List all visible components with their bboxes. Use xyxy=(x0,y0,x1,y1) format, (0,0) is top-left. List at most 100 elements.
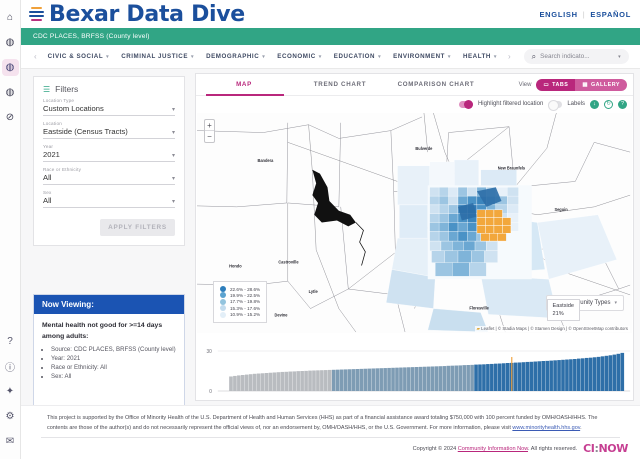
chart-bar[interactable] xyxy=(387,367,391,391)
chart-bar[interactable] xyxy=(403,367,407,391)
chart-bar[interactable] xyxy=(577,358,581,391)
chart-bar[interactable] xyxy=(537,361,542,391)
home-icon[interactable]: ⌂ xyxy=(6,12,14,23)
chart-bar[interactable] xyxy=(569,359,573,391)
chart-bar[interactable] xyxy=(482,364,486,391)
map-canvas[interactable]: Bandera Bulverde New Braunfels Hondo Cas… xyxy=(197,113,632,333)
settings-icon[interactable]: ⚙ xyxy=(5,411,15,422)
tab-map[interactable]: MAP xyxy=(236,81,252,88)
chart-bar[interactable] xyxy=(596,356,601,391)
chart-bar[interactable] xyxy=(422,366,427,391)
chart-bar[interactable] xyxy=(426,366,431,391)
filter-location[interactable]: Location Eastside (Census Tracts) ▾ xyxy=(34,121,184,139)
chart-bar[interactable] xyxy=(505,363,510,391)
lang-espanol[interactable]: ESPAÑOL xyxy=(590,9,631,19)
chart-bar[interactable] xyxy=(312,370,316,391)
chart-bar[interactable] xyxy=(604,355,609,391)
filter-year[interactable]: Year 2021 ▾ xyxy=(34,144,184,162)
filter-sex[interactable]: Sex All ▾ xyxy=(34,190,184,208)
chart-bar[interactable] xyxy=(379,368,383,391)
explore-indicator-icon[interactable]: ◍ xyxy=(1,59,19,76)
tab-trend-chart[interactable]: TREND CHART xyxy=(313,81,367,88)
chart-bar[interactable] xyxy=(529,361,534,391)
chart-bar[interactable] xyxy=(252,373,257,391)
chart-bar[interactable] xyxy=(327,369,332,391)
chart-bar[interactable] xyxy=(458,365,463,391)
chart-bar[interactable] xyxy=(438,366,443,391)
download-icon[interactable]: ↓ xyxy=(590,99,599,109)
view-option-tabs[interactable]: ▭ TABS xyxy=(536,78,576,91)
chart-bar[interactable] xyxy=(244,374,249,391)
chart-bar[interactable] xyxy=(276,372,281,391)
chart-bar[interactable] xyxy=(573,359,577,391)
filter-select[interactable]: All ▾ xyxy=(43,195,175,208)
search-location-icon[interactable]: ◍ xyxy=(5,37,15,48)
chart-bar[interactable] xyxy=(363,368,368,391)
chart-bar[interactable] xyxy=(331,369,336,391)
chart-bar[interactable] xyxy=(296,371,300,391)
chart-bar[interactable] xyxy=(557,360,561,391)
chart-bar[interactable] xyxy=(347,369,352,391)
chart-bar[interactable] xyxy=(462,365,466,391)
tab-comparison-chart[interactable]: COMPARISON CHART xyxy=(397,81,475,88)
chart-bar[interactable] xyxy=(450,365,455,391)
chart-bar[interactable] xyxy=(260,373,265,391)
chart-bar[interactable] xyxy=(410,367,415,391)
nav-item-criminal-justice[interactable]: CRIMINAL JUSTICE ▾ xyxy=(115,53,200,60)
chart-bar[interactable] xyxy=(237,375,241,391)
chart-bar[interactable] xyxy=(280,371,285,391)
chart-bar[interactable] xyxy=(501,363,506,391)
chart-bar[interactable] xyxy=(434,366,439,391)
highlight-filtered-location-toggle[interactable] xyxy=(458,99,473,109)
chart-bar[interactable] xyxy=(493,363,498,391)
chart-bar[interactable] xyxy=(355,369,360,391)
chart-bar[interactable] xyxy=(371,368,376,391)
chart-bar[interactable] xyxy=(521,362,526,391)
chart-bar[interactable] xyxy=(497,363,502,391)
chart-bar[interactable] xyxy=(264,373,269,391)
nav-item-education[interactable]: EDUCATION ▾ xyxy=(328,53,387,60)
chart-bar[interactable] xyxy=(490,363,494,391)
cinow-link[interactable]: Community Information Now xyxy=(457,445,528,452)
chart-bar[interactable] xyxy=(446,365,451,391)
chart-bar[interactable] xyxy=(292,371,297,391)
chart-bar[interactable] xyxy=(418,366,423,391)
chart-bar[interactable] xyxy=(383,368,387,391)
chart-bar[interactable] xyxy=(430,366,435,391)
chart-bar[interactable] xyxy=(351,369,356,391)
filter-select[interactable]: 2021 ▾ xyxy=(43,149,175,162)
chart-bar[interactable] xyxy=(300,371,304,391)
help-icon[interactable]: ? xyxy=(7,336,13,347)
chart-bar[interactable] xyxy=(304,370,308,391)
chart-bar[interactable] xyxy=(620,352,625,391)
pin-icon[interactable]: ✦ xyxy=(5,386,15,397)
nav-item-demographic[interactable]: DEMOGRAPHIC ▾ xyxy=(200,53,271,60)
chart-bar[interactable] xyxy=(320,370,324,391)
chart-bar[interactable] xyxy=(272,372,277,391)
chart-bar[interactable] xyxy=(533,361,538,391)
labels-toggle[interactable] xyxy=(548,99,563,111)
view-option-gallery[interactable]: ▦ GALLERY xyxy=(575,78,627,91)
info-icon[interactable]: ⓘ xyxy=(5,363,15,374)
zoom-in-button[interactable]: + xyxy=(205,120,214,131)
help-circle-icon[interactable]: ? xyxy=(618,99,627,109)
chart-bar[interactable] xyxy=(565,359,569,391)
chart-bar[interactable] xyxy=(395,367,399,391)
chart-bar[interactable] xyxy=(541,361,546,391)
filter-select[interactable]: All ▾ xyxy=(43,172,175,185)
filter-location-type[interactable]: Location Type Custom Locations ▾ xyxy=(34,98,184,116)
chart-bar[interactable] xyxy=(343,369,348,391)
chart-bar[interactable] xyxy=(588,357,593,391)
zoom-out-button[interactable]: − xyxy=(207,132,212,141)
chart-bar[interactable] xyxy=(545,360,550,391)
search-indicator-box[interactable]: ⌕ Search indicato... ▾ xyxy=(523,49,629,64)
no-data-icon[interactable]: ⊘ xyxy=(5,112,15,123)
chart-bar[interactable] xyxy=(517,362,522,391)
chart-bar[interactable] xyxy=(474,364,478,391)
chart-bar[interactable] xyxy=(399,367,403,391)
chart-bar[interactable] xyxy=(407,367,411,391)
filter-select[interactable]: Custom Locations ▾ xyxy=(43,103,175,116)
refresh-icon[interactable]: ↻ xyxy=(604,99,613,109)
lang-english[interactable]: ENGLISH xyxy=(539,9,578,19)
chart-bar[interactable] xyxy=(375,368,380,391)
